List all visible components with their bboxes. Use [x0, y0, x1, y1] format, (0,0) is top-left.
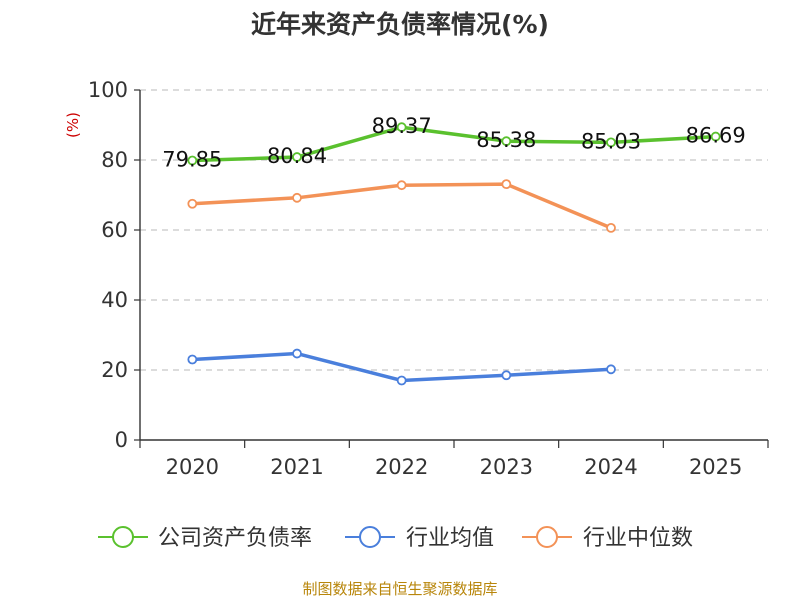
- legend-label: 公司资产负债率: [158, 526, 312, 551]
- data-point: [501, 179, 512, 190]
- x-tick-label: 2025: [689, 455, 742, 479]
- y-axis-unit-label: (%): [64, 112, 82, 138]
- data-point: [292, 348, 302, 359]
- data-point: [292, 192, 302, 203]
- data-label: 89.37: [372, 114, 432, 138]
- data-point: [396, 122, 407, 133]
- data-labels: 79.85 80.84 89.37 85.38 85.03 86.69: [162, 114, 745, 171]
- legend-label: 行业中位数: [583, 526, 693, 551]
- x-tick-label: 2021: [270, 455, 323, 479]
- data-point: [187, 155, 198, 166]
- y-tick-label: 0: [115, 428, 128, 452]
- y-tick-label: 60: [101, 218, 128, 242]
- y-tick-label: 100: [88, 78, 128, 102]
- legend-marker: [536, 526, 558, 548]
- axes: [139, 90, 768, 441]
- data-point: [187, 198, 198, 209]
- x-tick-label: 2023: [480, 455, 533, 479]
- x-tick-label: 2022: [375, 455, 428, 479]
- legend-item-2: 行业均值: [345, 526, 494, 551]
- y-tick-label: 20: [101, 358, 128, 382]
- data-point: [501, 136, 512, 147]
- gridlines: [140, 89, 768, 371]
- x-axis-ticks: 2020 2021 2022 2023 2024 2025: [139, 440, 769, 479]
- series-3: [187, 179, 616, 233]
- series-line: [190, 182, 613, 230]
- y-tick-label: 80: [101, 148, 128, 172]
- series-lines: [187, 122, 721, 386]
- data-point: [606, 222, 616, 233]
- legend-label: 行业均值: [406, 526, 494, 551]
- data-point: [710, 131, 721, 142]
- x-tick-label: 2024: [584, 455, 637, 479]
- data-point: [396, 375, 407, 386]
- data-point: [606, 364, 616, 375]
- series-line: [190, 125, 718, 163]
- data-point: [396, 180, 407, 191]
- source-note: 制图数据来自恒生聚源数据库: [302, 580, 497, 598]
- data-label: 85.03: [581, 129, 641, 153]
- legend-marker: [359, 526, 381, 548]
- y-axis-ticks: 0 20 40 60 80 100: [88, 78, 140, 452]
- data-label: 86.69: [686, 124, 746, 148]
- legend: 公司资产负债率 行业均值 行业中位数: [98, 526, 693, 551]
- series-1: [187, 122, 721, 166]
- series-2: [187, 348, 616, 386]
- legend-marker: [112, 526, 134, 548]
- data-point: [187, 354, 198, 365]
- x-tick-label: 2020: [166, 455, 219, 479]
- data-label: 79.85: [162, 148, 222, 172]
- chart-title: 近年来资产负债率情况(%): [251, 10, 549, 39]
- data-point: [606, 137, 616, 148]
- y-tick-label: 40: [101, 288, 128, 312]
- legend-item-3: 行业中位数: [522, 526, 693, 551]
- data-point: [501, 370, 512, 381]
- data-point: [292, 152, 302, 162]
- data-label: 85.38: [476, 128, 536, 152]
- data-label: 80.84: [267, 144, 327, 168]
- legend-item-1: 公司资产负债率: [98, 526, 312, 551]
